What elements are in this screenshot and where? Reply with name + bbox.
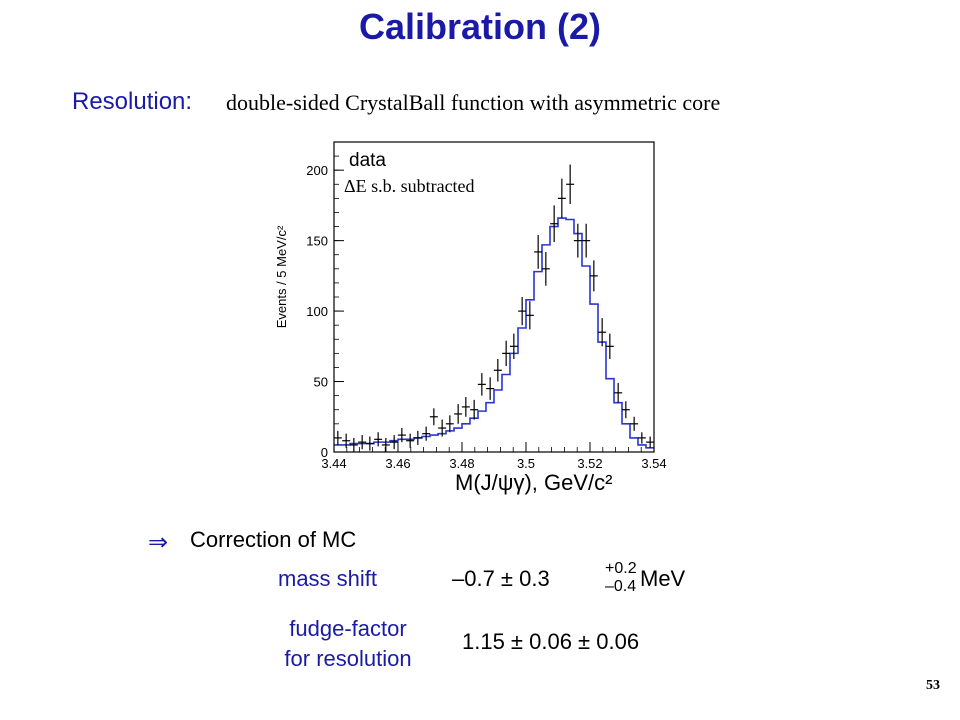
data-point	[493, 359, 502, 382]
data-point	[486, 377, 495, 400]
data-point	[349, 437, 358, 452]
annotation-text: ΔE s.b. subtracted	[344, 176, 475, 196]
x-tick-label: 3.5	[517, 456, 535, 471]
fit-curve	[334, 217, 654, 449]
data-point	[573, 223, 582, 258]
data-point	[525, 301, 534, 330]
fudge-factor-label: fudge-factor for resolution	[262, 614, 434, 674]
data-point	[502, 340, 511, 367]
implies-arrow-icon: ⇒	[148, 528, 169, 556]
data-point	[413, 430, 422, 445]
y-tick-label: 150	[306, 234, 328, 249]
resolution-label: Resolution:	[72, 88, 193, 115]
data-point	[470, 399, 479, 420]
fudge-factor-value: 1.15 ± 0.06 ± 0.06	[462, 629, 640, 654]
data-point	[637, 432, 646, 444]
data-point	[509, 333, 518, 359]
mass-shift-plus-error: +0.2	[605, 560, 637, 577]
data-point	[445, 415, 454, 433]
data-point	[397, 428, 406, 443]
data-point	[646, 436, 655, 448]
data-point	[454, 404, 463, 424]
x-tick-label: 3.46	[385, 456, 410, 471]
y-tick-label: 100	[306, 304, 328, 319]
data-point	[534, 235, 543, 269]
data-point	[422, 426, 431, 441]
y-tick-label: 200	[306, 163, 328, 178]
x-tick-label: 3.44	[321, 456, 346, 471]
data-point	[557, 178, 566, 219]
data-point	[589, 260, 598, 292]
data-point	[429, 408, 438, 426]
x-tick-label: 3.54	[641, 456, 666, 471]
data-point	[598, 318, 607, 347]
y-tick-label: 50	[314, 375, 328, 390]
fudge-factor-label-line2: for resolution	[284, 646, 412, 671]
page-number: 53	[926, 678, 940, 693]
data-point	[374, 432, 383, 447]
mass-shift-value: –0.7 ± 0.3	[452, 566, 550, 591]
data-point	[614, 382, 623, 403]
data-point	[518, 297, 527, 326]
data-point	[365, 436, 374, 451]
mass-histogram-chart: 3.44 3.46 3.48 3.5 3.52 3.54 0 50 100 150 200 Even…	[274, 141, 667, 471]
data-point	[438, 419, 447, 437]
data-point	[477, 373, 486, 396]
data-point	[541, 251, 550, 286]
data-point	[566, 164, 575, 204]
data-point	[342, 433, 351, 448]
legend-title: data	[349, 150, 386, 171]
data-point	[630, 416, 639, 431]
data-point	[390, 435, 399, 450]
mass-shift-minus-error: –0.4	[605, 578, 637, 595]
x-tick-label: 3.52	[577, 456, 602, 471]
correction-text: Correction of MC	[190, 527, 357, 552]
data-point	[621, 401, 630, 419]
mass-shift-unit: MeV	[640, 566, 686, 591]
slide-title: Calibration (2)	[358, 6, 601, 47]
data-point	[605, 333, 614, 359]
mass-shift-label: mass shift	[278, 566, 378, 591]
x-tick-label: 3.48	[449, 456, 474, 471]
data-point	[406, 433, 415, 448]
resolution-description: double-sided CrystalBall function with a…	[226, 90, 721, 115]
data-point	[381, 437, 390, 452]
data-point	[550, 205, 559, 243]
data-point	[358, 435, 367, 450]
y-tick-label: 0	[321, 445, 328, 460]
data-point	[582, 223, 591, 258]
mass-shift-asym-error: +0.2 –0.4	[605, 560, 637, 596]
fudge-factor-label-line1: fudge-factor	[289, 616, 407, 641]
data-point	[461, 397, 470, 417]
y-axis-label: Events / 5 MeV/c²	[274, 225, 289, 328]
x-axis-label: M(J/ψγ), GeV/c²	[455, 470, 613, 495]
